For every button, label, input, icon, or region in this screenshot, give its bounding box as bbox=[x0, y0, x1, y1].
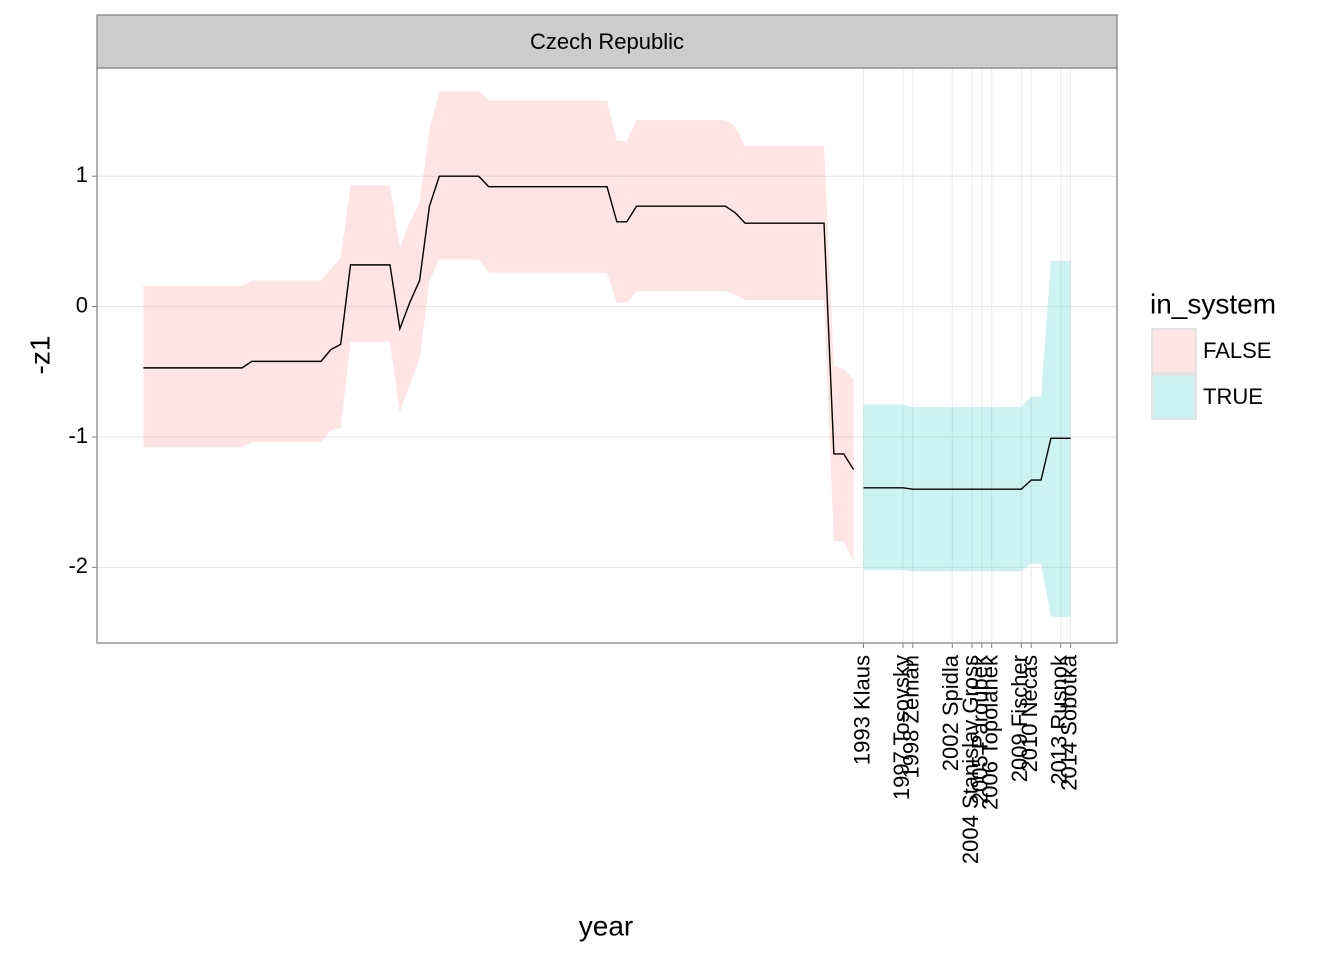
ribbon bbox=[863, 260, 1071, 617]
legend-key-bg bbox=[1151, 374, 1197, 420]
y-tick-label: -2 bbox=[68, 553, 88, 578]
legend-key-bg bbox=[1151, 328, 1197, 374]
legend-label: FALSE bbox=[1203, 338, 1271, 363]
x-tick-label: 2014 Sobotka bbox=[1056, 654, 1081, 791]
x-tick-label: 2005 Paroubek bbox=[968, 654, 993, 804]
line bbox=[143, 175, 855, 470]
legend-title: in_system bbox=[1150, 288, 1276, 319]
x-tick-label: 1993 Klaus bbox=[849, 655, 874, 765]
grid bbox=[97, 68, 1117, 643]
legend-label: TRUE bbox=[1203, 384, 1263, 409]
y-tick-label: 1 bbox=[76, 162, 88, 187]
ribbon bbox=[143, 91, 854, 561]
x-axis-label: year bbox=[579, 910, 633, 941]
legend-key bbox=[1153, 330, 1195, 372]
x-tick-label: 2004 Stanislav Gross bbox=[958, 655, 983, 864]
x-tick-label: 2006 Topolanek bbox=[978, 654, 1003, 810]
marks bbox=[143, 91, 1071, 617]
x-tick-label: 2013 Rusnok bbox=[1047, 654, 1072, 785]
x-tick-label: 2009 Fischer bbox=[1007, 655, 1032, 782]
line bbox=[863, 437, 1071, 490]
y-tick-label: -1 bbox=[68, 423, 88, 448]
y-tick-label: 0 bbox=[76, 292, 88, 317]
x-tick-label: 2002 Spidla bbox=[938, 654, 963, 771]
x-tick-label: 1997 Tosovsky bbox=[889, 655, 914, 800]
strip-title: Czech Republic bbox=[530, 29, 684, 54]
strip bbox=[96, 14, 1118, 69]
panel bbox=[97, 68, 1117, 643]
x-tick-label: 1998 Zeman bbox=[899, 655, 924, 779]
y-axis-label: -z1 bbox=[24, 336, 55, 375]
x-tick-label: 2010 Necas bbox=[1017, 655, 1042, 772]
legend: FALSE TRUE bbox=[1151, 328, 1271, 420]
legend-key bbox=[1153, 376, 1195, 418]
